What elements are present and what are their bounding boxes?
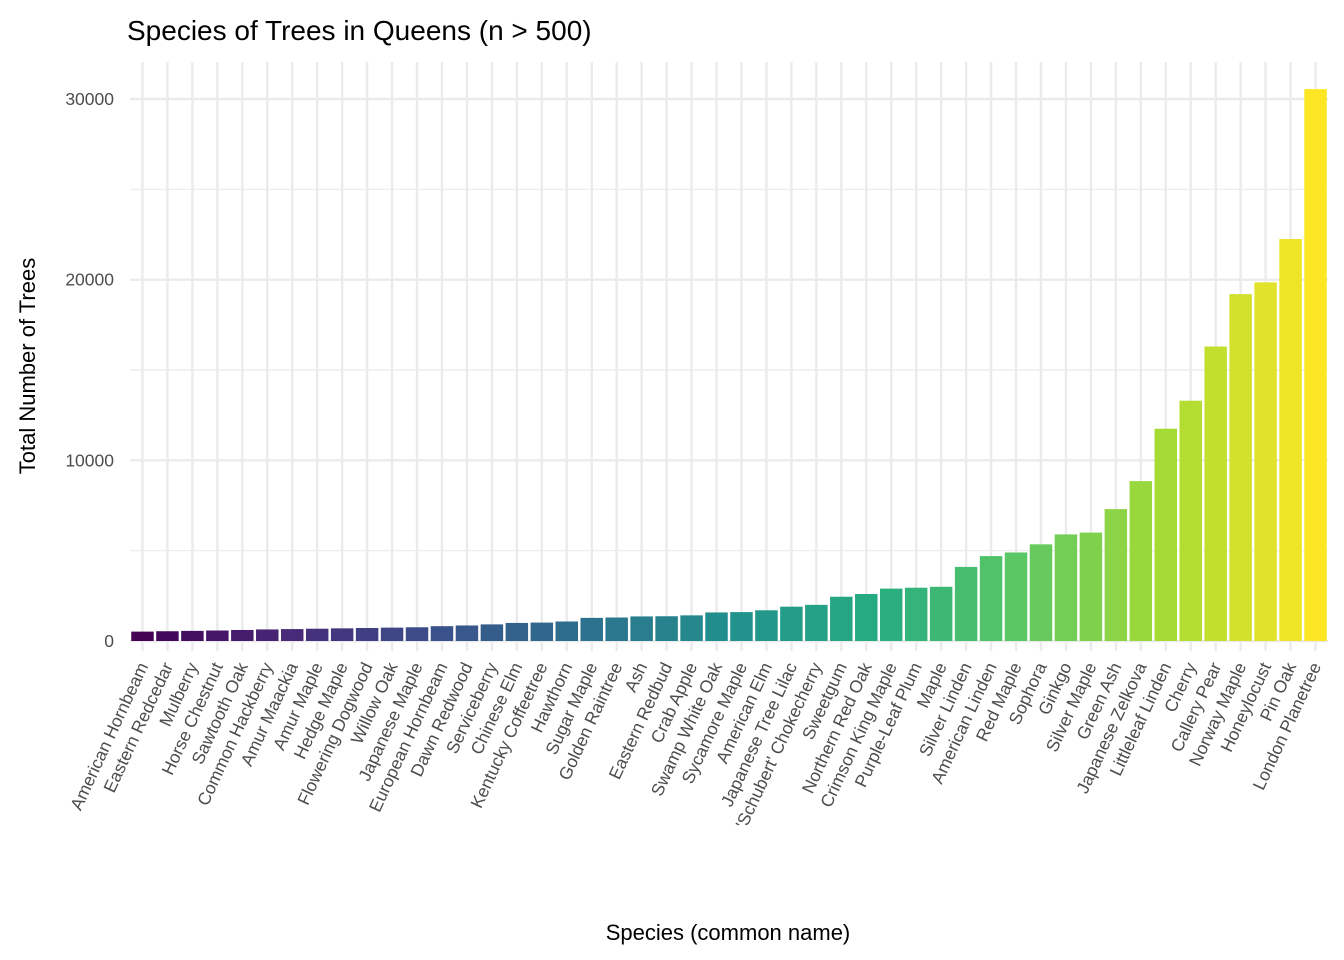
bar xyxy=(929,586,953,641)
y-tick-label: 0 xyxy=(104,631,114,651)
bar xyxy=(256,629,279,641)
y-axis-ticks: 0 10000 20000 30000 xyxy=(65,89,114,651)
bar xyxy=(730,612,753,641)
bar xyxy=(879,588,903,641)
x-axis-label: Species (common name) xyxy=(606,920,851,945)
bar xyxy=(156,631,179,641)
bar xyxy=(1129,481,1153,641)
bar xyxy=(380,627,404,641)
y-tick-label: 30000 xyxy=(65,89,114,109)
bar xyxy=(805,604,828,641)
bar xyxy=(330,628,354,641)
bar xyxy=(780,606,803,641)
bar xyxy=(355,627,379,641)
bar xyxy=(605,617,628,641)
bar xyxy=(1254,282,1277,641)
y-tick-label: 20000 xyxy=(65,270,114,290)
bar xyxy=(280,629,304,641)
bar xyxy=(1229,294,1252,641)
bar xyxy=(755,610,778,641)
bar xyxy=(181,630,204,641)
bar xyxy=(555,621,579,641)
bar xyxy=(1154,428,1178,641)
bar xyxy=(530,622,554,641)
bar xyxy=(1079,532,1103,641)
bar xyxy=(1029,544,1053,641)
bar xyxy=(979,556,1003,641)
bar xyxy=(655,616,678,641)
bar xyxy=(954,566,978,641)
bar xyxy=(505,622,529,641)
bar xyxy=(680,615,703,641)
bar xyxy=(1304,89,1327,641)
bar xyxy=(430,626,454,641)
y-axis-label: Total Number of Trees xyxy=(15,258,40,474)
bars xyxy=(131,89,1327,641)
bar xyxy=(1104,509,1128,641)
bar xyxy=(1204,346,1227,641)
bar xyxy=(206,630,229,641)
bar xyxy=(231,629,254,641)
bar xyxy=(455,625,479,641)
y-tick-label: 10000 xyxy=(65,450,114,470)
bar xyxy=(480,624,504,641)
bar xyxy=(855,594,878,641)
bar xyxy=(830,596,853,641)
bar xyxy=(705,612,728,641)
bar xyxy=(1004,552,1028,641)
bar xyxy=(305,628,329,641)
bar xyxy=(1054,534,1078,641)
bar xyxy=(131,631,154,641)
bar xyxy=(580,617,603,641)
chart-title: Species of Trees in Queens (n > 500) xyxy=(127,15,592,46)
bar xyxy=(904,587,928,641)
bar xyxy=(630,616,653,641)
bar xyxy=(1179,400,1202,641)
bar xyxy=(405,627,429,641)
bar xyxy=(1279,239,1302,641)
